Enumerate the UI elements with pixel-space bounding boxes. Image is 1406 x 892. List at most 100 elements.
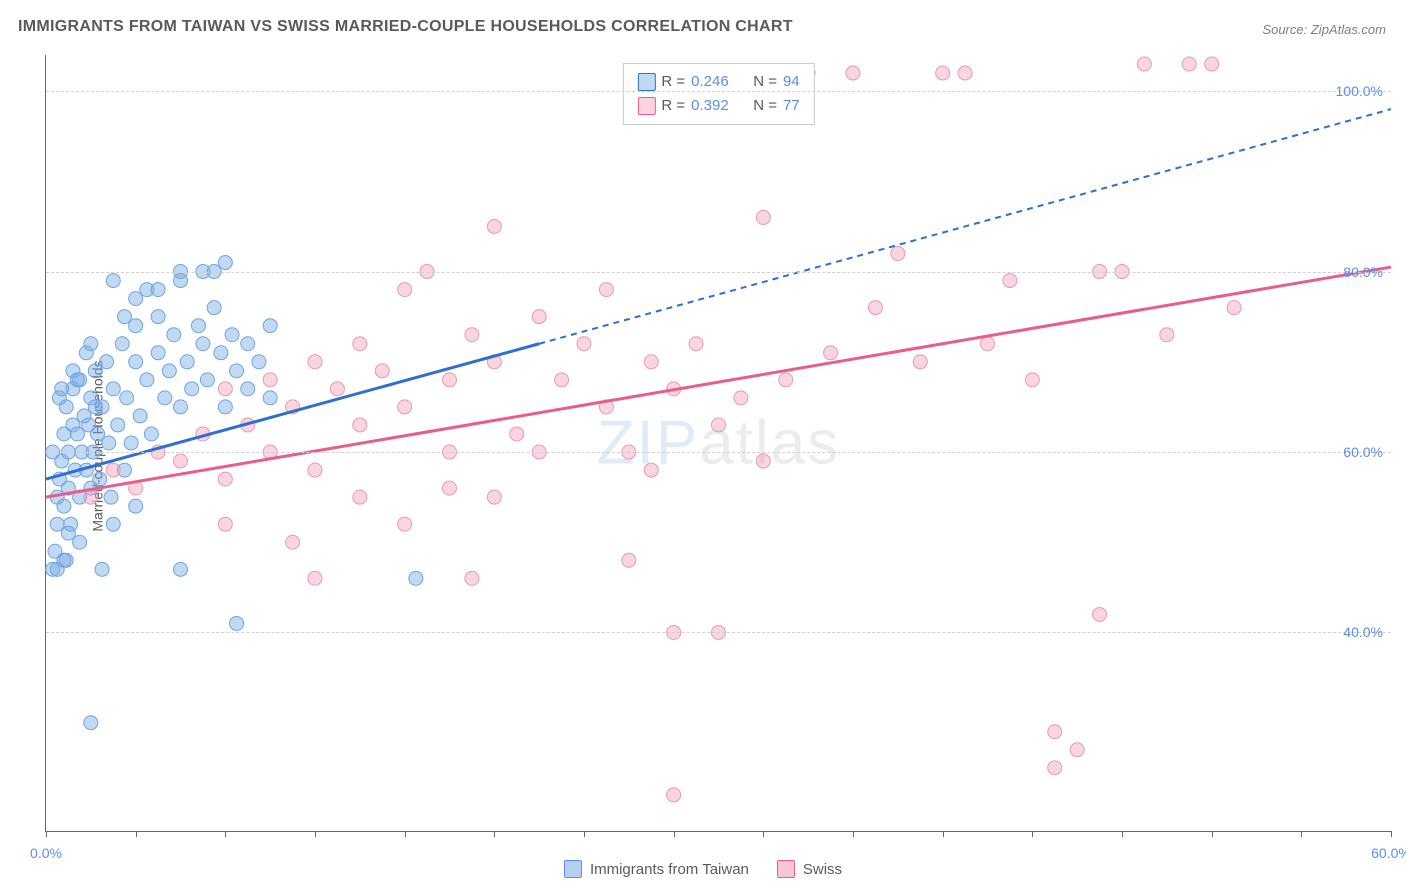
x-tick [1301,831,1302,837]
legend-stats-row: R = 0.392 N = 77 [637,94,799,118]
scatter-point [891,247,905,261]
scatter-point [162,364,176,378]
scatter-point [330,382,344,396]
scatter-point [93,472,107,486]
scatter-point [756,210,770,224]
scatter-point [140,373,154,387]
scatter-point [1003,274,1017,288]
scatter-point [756,454,770,468]
legend-label: Immigrants from Taiwan [590,861,749,878]
scatter-point [1048,761,1062,775]
scatter-point [644,463,658,477]
chart-title: IMMIGRANTS FROM TAIWAN VS SWISS MARRIED-… [18,18,793,36]
scatter-point [1160,328,1174,342]
scatter-point [443,373,457,387]
x-tick [584,831,585,837]
x-tick [1032,831,1033,837]
x-tick [1391,831,1392,837]
scatter-point [981,337,995,351]
source-label: Source: [1262,22,1307,37]
gridline-h [46,91,1391,92]
scatter-point [241,382,255,396]
scatter-point [174,454,188,468]
x-tick [1122,831,1123,837]
scatter-point [913,355,927,369]
scatter-point [95,562,109,576]
scatter-point [151,310,165,324]
scatter-point [308,571,322,585]
scatter-point [465,571,479,585]
scatter-point [88,364,102,378]
legend-swatch [637,73,655,91]
x-tick [853,831,854,837]
scatter-point [115,337,129,351]
scatter-point [824,346,838,360]
x-tick [763,831,764,837]
scatter-point [100,355,114,369]
scatter-point [734,391,748,405]
scatter-point [409,571,423,585]
scatter-point [117,310,131,324]
scatter-point [61,526,75,540]
scatter-point [712,418,726,432]
scatter-point [398,517,412,531]
n-value: 77 [783,94,800,118]
scatter-point [510,427,524,441]
x-tick [1212,831,1213,837]
scatter-point [263,391,277,405]
legend-swatch [637,97,655,115]
gridline-h [46,632,1391,633]
scatter-point [84,716,98,730]
scatter-point [174,562,188,576]
scatter-point [398,283,412,297]
scatter-point [1048,725,1062,739]
scatter-point [1025,373,1039,387]
plot-svg [46,55,1391,831]
scatter-point [286,535,300,549]
scatter-point [353,490,367,504]
scatter-point [443,481,457,495]
x-tick-label: 0.0% [30,845,62,861]
scatter-point [1227,301,1241,315]
x-tick [494,831,495,837]
scatter-point [218,472,232,486]
source-value: ZipAtlas.com [1311,22,1386,37]
trend-line-dashed [539,109,1391,344]
scatter-point [174,400,188,414]
scatter-point [1137,57,1151,71]
x-tick [943,831,944,837]
scatter-point [1070,743,1084,757]
scatter-point [252,355,266,369]
x-tick-label: 60.0% [1371,845,1406,861]
scatter-point [667,788,681,802]
legend-item: Immigrants from Taiwan [564,860,749,878]
scatter-point [353,337,367,351]
scatter-point [185,382,199,396]
scatter-point [102,436,116,450]
legend-swatch [777,860,795,878]
legend-label: Swiss [803,861,842,878]
scatter-point [57,553,71,567]
scatter-point [555,373,569,387]
legend-swatch [564,860,582,878]
scatter-point [129,355,143,369]
scatter-point [263,319,277,333]
x-tick [225,831,226,837]
scatter-point [846,66,860,80]
scatter-point [622,553,636,567]
scatter-point [55,382,69,396]
scatter-point [868,301,882,315]
scatter-point [1093,607,1107,621]
gridline-h [46,452,1391,453]
scatter-point [353,418,367,432]
scatter-point [70,373,84,387]
y-tick-label: 80.0% [1343,264,1383,280]
scatter-point [207,301,221,315]
y-tick-label: 40.0% [1343,624,1383,640]
scatter-point [106,382,120,396]
scatter-point [1205,57,1219,71]
scatter-point [180,355,194,369]
scatter-point [111,418,125,432]
scatter-point [375,364,389,378]
scatter-point [158,391,172,405]
